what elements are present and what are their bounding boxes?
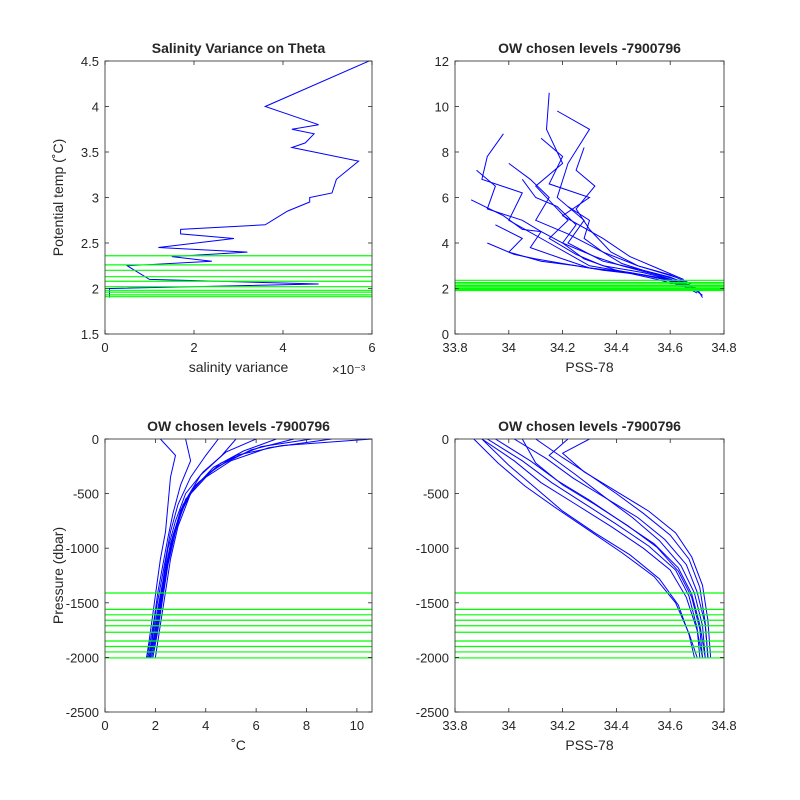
y-tick-label: -2000: [66, 650, 99, 665]
profile-line: [476, 169, 692, 289]
profile-line: [535, 439, 709, 658]
plot-area: [105, 439, 372, 712]
y-tick-label: 6: [442, 191, 449, 206]
x-tick-label: 4: [202, 718, 209, 733]
chart-panel-1: 0 2 4 6 1.5 2 2.5 3 3.5 4 4.5 Salinity Variance on …: [50, 40, 376, 377]
x-tick-label: 33.8: [442, 718, 467, 733]
x-tick-label: 0: [101, 340, 108, 355]
profile-line: [149, 439, 237, 658]
y-tick-label: -2500: [66, 705, 99, 720]
x-tick-label: 34.4: [604, 718, 629, 733]
profile-line: [146, 439, 192, 658]
x-tick-label: 33.8: [442, 340, 467, 355]
x-tick-label: 34: [502, 718, 516, 733]
profile-line: [481, 439, 703, 658]
profile-line: [508, 162, 676, 278]
y-axis-label: Potential temp (˚C): [50, 139, 66, 256]
plot-content: [105, 439, 372, 659]
profile-line: [521, 439, 703, 658]
x-tick-label: 34.2: [550, 718, 575, 733]
chart-title: OW chosen levels -7900796: [147, 418, 330, 434]
plot-area: [455, 439, 724, 712]
y-tick-label: 4: [442, 236, 449, 251]
x-tick-label: 10: [350, 718, 364, 733]
profile-line: [567, 206, 698, 289]
x-axis-label: PSS-78: [565, 737, 613, 753]
profile-line: [109, 61, 371, 298]
y-axis-label: Pressure (dbar): [50, 527, 66, 624]
y-tick-label: -500: [423, 487, 449, 502]
y-tick-label: -1500: [66, 596, 99, 611]
y-tick-label: 1.5: [81, 327, 99, 342]
profile-line: [146, 439, 177, 658]
chart-panel-4: 33.8 34 34.2 34.4 34.6 34.8 -2500 -2000 -1500 -10…: [416, 418, 737, 753]
x-axis-label: salinity variance: [189, 359, 289, 375]
x-tick-label: 2: [152, 718, 159, 733]
chart-title: OW chosen levels -7900796: [498, 418, 681, 434]
y-tick-label: 2: [92, 282, 99, 297]
plot-content: [455, 92, 724, 298]
profile-line: [154, 439, 372, 658]
plot-content: [455, 439, 724, 659]
y-tick-label: 3: [92, 191, 99, 206]
y-tick-label: 0: [442, 327, 449, 342]
profile-line: [521, 179, 692, 287]
profile-line: [487, 242, 698, 292]
profile-line: [561, 439, 712, 658]
plot-content: [105, 61, 372, 298]
x-tick-label: 34: [502, 340, 516, 355]
axes-box: [454, 438, 725, 713]
x-tick-label: 34.6: [658, 340, 683, 355]
y-tick-label: 3.5: [81, 145, 99, 160]
x-exponent-label: ×10⁻³: [332, 362, 366, 377]
chart-panel-2: 33.8 34 34.2 34.4 34.6 34.8 0 2 4 6 8 10 12 OW chosen…: [435, 40, 737, 375]
x-tick-label: 6: [368, 340, 375, 355]
y-tick-label: 2.5: [81, 236, 99, 251]
y-tick-label: 2: [442, 282, 449, 297]
x-tick-label: 34.8: [711, 718, 736, 733]
y-tick-label: -1500: [416, 596, 449, 611]
profile-line: [556, 110, 703, 296]
chart-panel-3: 0 2 4 6 8 10 -2500 -2000 -1500 -1000 -500 0 OW chose…: [50, 418, 373, 753]
y-tick-label: 4: [92, 100, 99, 115]
y-tick-label: 0: [442, 432, 449, 447]
axes-box: [104, 438, 373, 713]
profile-line: [147, 439, 219, 658]
y-tick-label: -1000: [416, 541, 449, 556]
y-tick-label: 12: [435, 54, 449, 69]
x-tick-label: 34.4: [604, 340, 629, 355]
x-tick-label: 34.8: [711, 340, 736, 355]
plot-area: [105, 61, 372, 334]
chart-title: OW chosen levels -7900796: [498, 40, 681, 56]
x-tick-label: 8: [303, 718, 310, 733]
x-tick-label: 34.2: [550, 340, 575, 355]
y-tick-label: 4.5: [81, 54, 99, 69]
y-tick-label: -2000: [416, 650, 449, 665]
y-tick-label: -500: [73, 487, 99, 502]
x-tick-label: 4: [279, 340, 286, 355]
profile-line: [473, 439, 698, 658]
x-tick-label: 2: [190, 340, 197, 355]
profile-line: [540, 137, 684, 280]
y-tick-label: -1000: [66, 541, 99, 556]
x-tick-label: 0: [101, 718, 108, 733]
y-tick-label: 8: [442, 145, 449, 160]
x-tick-label: 34.6: [658, 718, 683, 733]
profile-line: [487, 439, 701, 658]
chart-title: Salinity Variance on Theta: [152, 40, 326, 56]
x-tick-label: 6: [253, 718, 260, 733]
profile-line: [513, 439, 709, 658]
y-tick-label: 10: [435, 100, 449, 115]
y-tick-label: 0: [92, 432, 99, 447]
y-tick-label: -2500: [416, 705, 449, 720]
x-axis-label: ˚C: [231, 737, 246, 753]
x-axis-label: PSS-78: [565, 359, 613, 375]
